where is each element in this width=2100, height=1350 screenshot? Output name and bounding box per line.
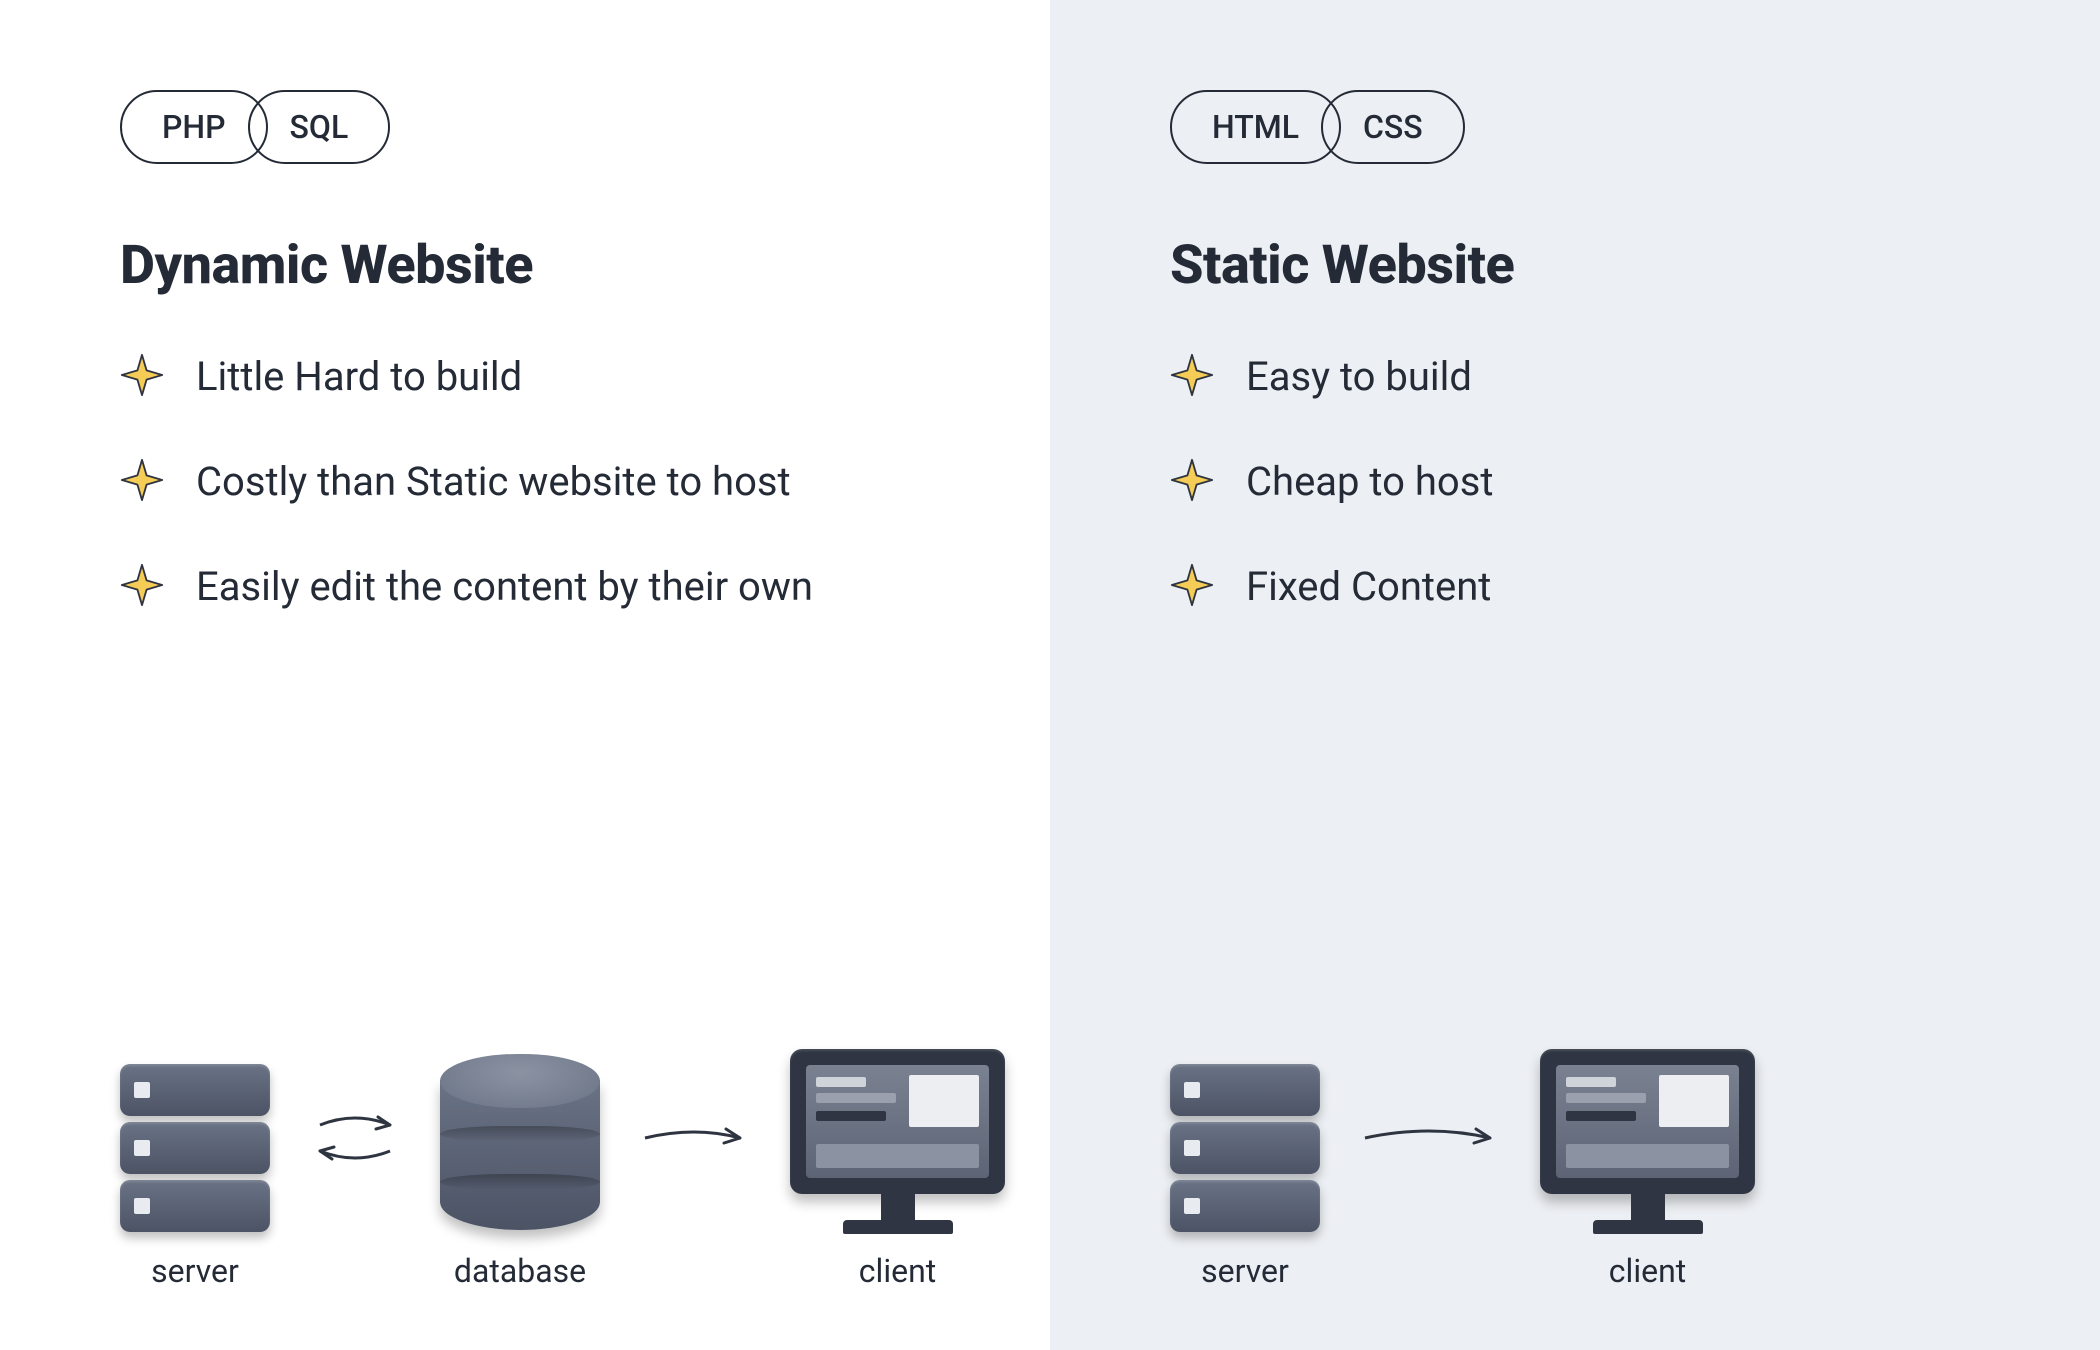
heading-static: Static Website — [1170, 234, 2010, 297]
star-icon — [1170, 458, 1214, 519]
diagram-dynamic: server database — [120, 1049, 960, 1290]
arrow-right-icon — [640, 1118, 750, 1162]
pill-css: CSS — [1321, 90, 1465, 164]
node-label: client — [1609, 1252, 1686, 1290]
star-icon — [120, 563, 164, 624]
list-item: Easy to build — [1170, 347, 1950, 414]
list-item: Easily edit the content by their own — [120, 557, 900, 624]
server-icon — [120, 1064, 270, 1234]
list-item: Fixed Content — [1170, 557, 1950, 624]
node-server: server — [1170, 1064, 1320, 1290]
server-icon — [1170, 1064, 1320, 1234]
list-item: Little Hard to build — [120, 347, 900, 414]
tech-pills-static: HTML CSS — [1170, 90, 2010, 164]
star-icon — [120, 353, 164, 414]
node-server: server — [120, 1064, 270, 1290]
bullet-text: Cheap to host — [1246, 452, 1493, 512]
node-label: client — [859, 1252, 936, 1290]
client-icon — [790, 1049, 1005, 1234]
bullets-dynamic: Little Hard to build Costly than Static … — [120, 347, 960, 817]
diagram-static: server client — [1170, 1049, 2010, 1290]
bullet-text: Easy to build — [1246, 347, 1472, 407]
node-label: database — [454, 1252, 586, 1290]
bidirectional-arrow-icon — [310, 1103, 400, 1177]
star-icon — [120, 458, 164, 519]
node-database: database — [440, 1054, 600, 1290]
bullet-text: Little Hard to build — [196, 347, 522, 407]
pill-php: PHP — [120, 90, 268, 164]
heading-dynamic: Dynamic Website — [120, 234, 960, 297]
database-icon — [440, 1054, 600, 1234]
client-icon — [1540, 1049, 1755, 1234]
node-client: client — [790, 1049, 1005, 1290]
list-item: Costly than Static website to host — [120, 452, 900, 519]
bullets-static: Easy to build Cheap to host Fixed Conten… — [1170, 347, 2010, 817]
arrow-right-icon — [1360, 1118, 1500, 1162]
panel-dynamic: PHP SQL Dynamic Website Little Hard to b… — [0, 0, 1050, 1350]
bullet-text: Fixed Content — [1246, 557, 1491, 617]
bullet-text: Easily edit the content by their own — [196, 557, 813, 617]
tech-pills-dynamic: PHP SQL — [120, 90, 960, 164]
panel-static: HTML CSS Static Website Easy to build Ch… — [1050, 0, 2100, 1350]
node-label: server — [151, 1252, 239, 1290]
pill-html: HTML — [1170, 90, 1341, 164]
node-client: client — [1540, 1049, 1755, 1290]
pill-sql: SQL — [248, 90, 391, 164]
bullet-text: Costly than Static website to host — [196, 452, 791, 512]
star-icon — [1170, 353, 1214, 414]
list-item: Cheap to host — [1170, 452, 1950, 519]
node-label: server — [1201, 1252, 1289, 1290]
star-icon — [1170, 563, 1214, 624]
